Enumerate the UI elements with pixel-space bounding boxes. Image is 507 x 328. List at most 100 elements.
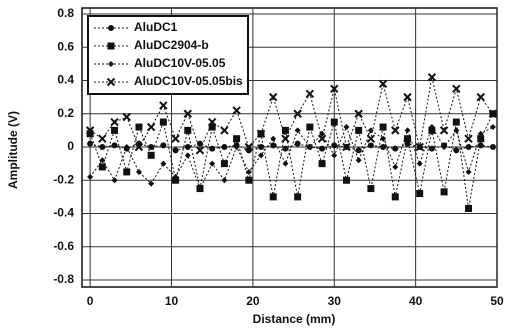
marker [282,160,289,167]
marker [427,72,437,82]
marker [488,109,498,118]
series-line [89,113,494,209]
marker [281,134,290,143]
marker [380,144,387,150]
marker [319,145,326,152]
marker [111,142,118,149]
marker [428,124,435,131]
marker [452,118,460,126]
marker [108,61,114,67]
marker [195,146,205,155]
marker [108,25,114,31]
marker [452,84,461,94]
marker [258,152,265,159]
legend-label: AluDC2904-b [134,38,209,52]
marker [306,144,313,150]
marker [305,89,315,99]
marker [269,193,277,201]
x-tick-label: 40 [409,294,423,308]
marker [465,168,472,175]
marker [342,142,351,152]
marker [464,134,473,143]
y-tick-label: 0.6 [57,39,74,53]
marker [428,126,436,134]
marker [392,145,399,152]
marker [282,145,289,152]
marker [107,42,115,50]
marker [477,135,485,143]
marker [476,92,485,102]
marker [148,180,155,187]
marker [134,142,144,152]
marker [439,126,449,135]
marker [209,145,216,152]
marker [391,126,400,135]
marker [379,123,387,131]
marker [135,123,143,131]
marker [367,185,375,193]
marker [220,160,228,168]
marker [148,144,155,150]
x-tick-label: 30 [328,294,342,308]
marker [366,134,376,143]
marker [489,124,496,131]
x-axis-label: Distance (mm) [253,312,336,326]
marker [160,160,167,167]
y-tick-label: -0.6 [53,239,74,253]
marker [391,193,399,201]
marker [416,160,423,167]
marker [87,173,94,180]
marker [453,127,460,134]
marker [85,126,95,135]
marker [489,144,496,150]
marker [122,112,131,122]
marker [233,144,240,150]
marker [135,168,142,175]
marker [184,126,192,134]
marker [220,126,229,135]
marker [233,135,241,143]
legend: AluDC1 AluDC2904-b AluDC10V-05.05 AluDC10V-… [87,15,249,95]
marker [354,109,363,118]
marker [378,79,388,89]
marker [294,140,301,147]
marker [98,163,106,171]
y-axis-label: Amplitude (V) [6,111,20,189]
marker [318,160,326,168]
marker [99,157,106,164]
y-tick-label: 0.8 [57,6,74,20]
marker [343,124,350,131]
marker [392,163,399,170]
marker [331,142,338,149]
marker [294,127,301,134]
marker [196,185,203,192]
marker [183,109,192,118]
legend-label: AluDC1 [134,20,178,34]
marker [270,142,277,149]
marker [317,134,327,143]
marker [403,135,411,143]
marker [281,126,289,134]
marker [330,118,338,126]
marker [172,173,179,180]
marker [146,122,156,132]
marker [380,135,387,142]
x-tick-label: 0 [87,294,94,308]
marker [245,168,252,175]
marker [110,117,119,127]
marker [245,176,253,184]
marker [221,144,228,150]
marker [404,127,411,134]
marker [111,126,119,134]
marker [99,144,106,150]
marker [270,135,277,142]
legend-label: AluDC10V-05.05 [134,56,226,70]
marker [440,188,448,196]
marker [465,144,472,150]
marker [208,123,216,131]
marker [123,144,130,150]
marker [342,176,350,184]
marker [98,134,107,143]
marker [416,190,424,198]
marker [160,142,167,149]
